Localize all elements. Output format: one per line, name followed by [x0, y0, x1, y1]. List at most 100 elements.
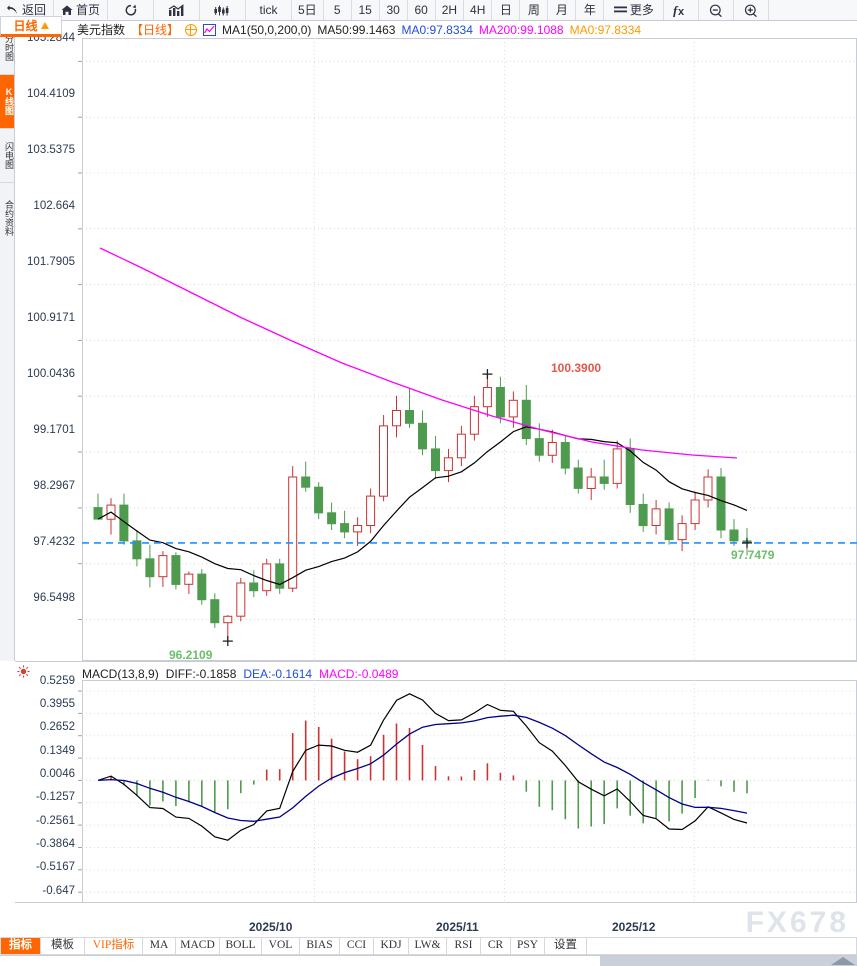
macd-axis-tick: -0.5167 — [35, 861, 75, 873]
fx-button[interactable]: f x — [664, 0, 700, 20]
price-axis-tick: 105.2844 — [27, 32, 75, 44]
tick-label: tick — [259, 3, 278, 17]
indicator-button-lw[interactable]: LW& — [409, 937, 447, 955]
period-30min-label: 30 — [386, 3, 400, 17]
indicator-button-cci[interactable]: CCI — [340, 937, 374, 955]
price-axis-tick: 102.664 — [33, 200, 75, 212]
macd-axis-tick: -0.1257 — [35, 791, 75, 803]
low-price-annotation: 96.2109 — [169, 648, 213, 662]
macd-axis-tick: -0.3864 — [35, 838, 75, 850]
indicator-button-ma[interactable]: MA — [143, 937, 176, 955]
indicator-button-zhibiao[interactable]: 指标 — [0, 937, 41, 955]
period-year-label: 年 — [583, 3, 596, 17]
ma0-blue-value: MA0:97.8334 — [401, 23, 473, 37]
chart-type-button[interactable] — [154, 0, 200, 20]
indicator-button-bias[interactable]: BIAS — [300, 937, 340, 955]
last-price-annotation: 97.7479 — [731, 548, 775, 562]
indicator-button-psy[interactable]: PSY — [511, 937, 545, 955]
ma-formula: MA1(50,0,200,0) — [222, 23, 312, 37]
sidebar-item-kline[interactable]: K线图 — [0, 75, 14, 129]
crosshair-toggle-icon[interactable] — [185, 24, 198, 36]
indicator-button-label: CR — [487, 939, 504, 952]
price-axis-tick: 98.2967 — [33, 480, 75, 492]
sidebar-item-lightning[interactable]: 闪电图 — [0, 129, 14, 183]
watermark: FX678 — [745, 906, 849, 939]
back-label: 返回 — [21, 3, 46, 17]
period-5day-button[interactable]: 5日 — [292, 0, 324, 20]
scrollbar-track[interactable] — [0, 956, 857, 966]
indicator-button-label: BOLL — [225, 939, 256, 952]
zoom-out-button[interactable] — [699, 0, 735, 20]
sun-indicator-icon[interactable] — [17, 665, 30, 678]
indicator-button-label: 指标 — [9, 939, 32, 952]
indicator-button-cr[interactable]: CR — [481, 937, 511, 955]
price-axis-tick: 100.0436 — [27, 368, 75, 380]
period-5min-button[interactable]: 5 — [323, 0, 352, 20]
indicator-button-rsi[interactable]: RSI — [447, 937, 481, 955]
zoom-in-button[interactable] — [734, 0, 770, 20]
candlestick-button[interactable] — [200, 0, 246, 20]
home-label: 首页 — [75, 3, 100, 17]
price-axis-tick: 104.4109 — [27, 88, 75, 100]
tick-button[interactable]: tick — [246, 0, 292, 20]
zoom-in-icon — [744, 4, 759, 17]
period-30min-button[interactable]: 30 — [379, 0, 408, 20]
price-plot-svg — [78, 38, 857, 661]
indicator-button-macd[interactable]: MACD — [176, 937, 220, 955]
indicator-button-vol[interactable]: VOL — [262, 937, 300, 955]
indicator-button-boll[interactable]: BOLL — [220, 937, 262, 955]
macd-macd-value: MACD:-0.0489 — [319, 667, 399, 681]
macd-axis-tick: -0.647 — [42, 885, 75, 897]
period-selector-label: 日线 — [13, 19, 38, 33]
period-60min-button[interactable]: 60 — [407, 0, 436, 20]
period-week-button[interactable]: 周 — [520, 0, 549, 20]
indicator-button-template[interactable]: 模板 — [41, 937, 85, 955]
scroll-arrow-icon[interactable] — [831, 957, 855, 965]
more-label: 更多 — [629, 3, 654, 17]
macd-panel[interactable]: MACD(13,8,9) DIFF:-0.1858 DEA:-0.1614 MA… — [15, 661, 857, 903]
period-month-label: 月 — [555, 3, 568, 17]
price-chart-panel[interactable]: 美元指数 【日线】 MA1(50,0,200,0) MA50:99.1463 M… — [15, 21, 857, 661]
refresh-icon — [124, 4, 138, 17]
period-15min-label: 15 — [358, 3, 372, 17]
refresh-button[interactable] — [108, 0, 154, 20]
back-arrow-icon — [6, 4, 19, 16]
svg-text:x: x — [678, 6, 685, 17]
indicator-button-settings[interactable]: 设置 — [545, 937, 587, 955]
scrollbar-thumb[interactable] — [600, 956, 857, 966]
indicator-bar-filler — [587, 937, 857, 955]
period-year-button[interactable]: 年 — [576, 0, 605, 20]
hamburger-icon — [613, 5, 627, 15]
sidebar-item-contract-info[interactable]: 合约资料 — [0, 183, 14, 253]
ma0-orange-value: MA0:97.8334 — [569, 23, 641, 37]
more-button[interactable]: 更多 — [604, 0, 665, 20]
macd-axis-tick: 0.5259 — [39, 675, 75, 687]
macd-axis-tick: 0.3955 — [39, 698, 75, 710]
home-button[interactable]: 首页 — [54, 0, 108, 20]
sidebar-item-timechart[interactable]: 分时图 — [0, 21, 14, 75]
indicator-button-vip[interactable]: VIP指标 — [85, 937, 143, 955]
svg-text:f: f — [673, 4, 679, 17]
indicator-button-label: VOL — [268, 939, 293, 952]
macd-axis-tick: 0.0046 — [39, 768, 75, 780]
date-axis-tick: 2025/10 — [249, 920, 293, 934]
period-day-button[interactable]: 日 — [492, 0, 521, 20]
ma200-value: MA200:99.1088 — [478, 23, 564, 37]
horizontal-scrollbar[interactable] — [0, 955, 857, 966]
zoom-out-icon — [709, 4, 724, 17]
period-selector[interactable]: 日线 — [0, 16, 62, 37]
period-day-label: 日 — [499, 3, 512, 17]
price-axis-tick: 97.4232 — [33, 536, 75, 548]
period-4h-button[interactable]: 4H — [464, 0, 493, 20]
macd-axis-tick: 0.2652 — [39, 721, 75, 733]
back-button[interactable]: 返回 — [0, 0, 54, 20]
period-15min-button[interactable]: 15 — [351, 0, 380, 20]
macd-plot-svg — [78, 680, 857, 903]
period-2h-button[interactable]: 2H — [435, 0, 465, 20]
indicator-button-label: MA — [149, 939, 169, 952]
indicator-button-kdj[interactable]: KDJ — [374, 937, 409, 955]
period-2h-label: 2H — [441, 3, 458, 17]
period-month-button[interactable]: 月 — [548, 0, 577, 20]
macd-legend: MACD(13,8,9) DIFF:-0.1858 DEA:-0.1614 MA… — [82, 667, 398, 681]
indicator-button-label: KDJ — [380, 939, 402, 952]
